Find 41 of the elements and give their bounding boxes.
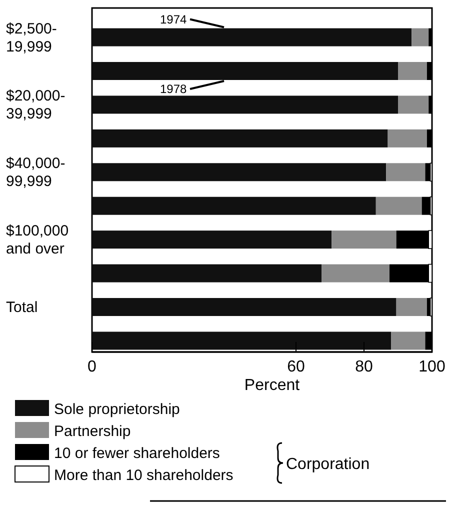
legend-label: 10 or fewer shareholders xyxy=(54,445,220,462)
x-tick-label: 0 xyxy=(88,358,97,376)
bar xyxy=(391,332,426,350)
legend-label: More than 10 shareholders xyxy=(54,467,234,484)
bar xyxy=(92,129,388,148)
bar xyxy=(412,28,429,46)
x-tick-label: 60 xyxy=(287,358,305,376)
bar xyxy=(388,129,427,148)
bar xyxy=(92,96,398,114)
y-tick-label: $40,000-99,999 xyxy=(6,155,66,190)
bar xyxy=(92,163,386,182)
legend-label: Partnership xyxy=(54,423,131,440)
bar xyxy=(92,298,396,316)
bar xyxy=(422,196,430,215)
bar xyxy=(390,264,429,282)
bar xyxy=(92,28,412,46)
bar xyxy=(92,62,398,80)
x-axis-title: Percent xyxy=(244,377,300,394)
bar xyxy=(92,264,322,282)
y-tick-label: $100,000 and over xyxy=(6,222,69,258)
bar xyxy=(398,62,427,80)
bar xyxy=(92,332,392,350)
annotation: 1978 xyxy=(160,82,188,96)
text: Corporation xyxy=(286,456,370,473)
bar xyxy=(92,230,332,249)
bar xyxy=(386,163,426,182)
bar xyxy=(425,163,430,182)
annotation: 1974 xyxy=(160,12,188,26)
bar xyxy=(376,196,422,215)
bar xyxy=(396,230,429,249)
legend-label: Sole proprietorship xyxy=(54,401,180,418)
bar xyxy=(332,230,396,249)
bar xyxy=(322,264,390,282)
y-tick-label: $20,000-39,999 xyxy=(6,88,66,123)
y-tick-label: $2,500-19,999 xyxy=(6,20,57,56)
bar xyxy=(92,196,376,215)
x-tick-label: 80 xyxy=(355,358,373,376)
bar xyxy=(398,96,429,114)
x-tick-label: 100 xyxy=(418,358,446,376)
y-tick-label: Total xyxy=(6,299,38,316)
bar xyxy=(396,298,427,316)
